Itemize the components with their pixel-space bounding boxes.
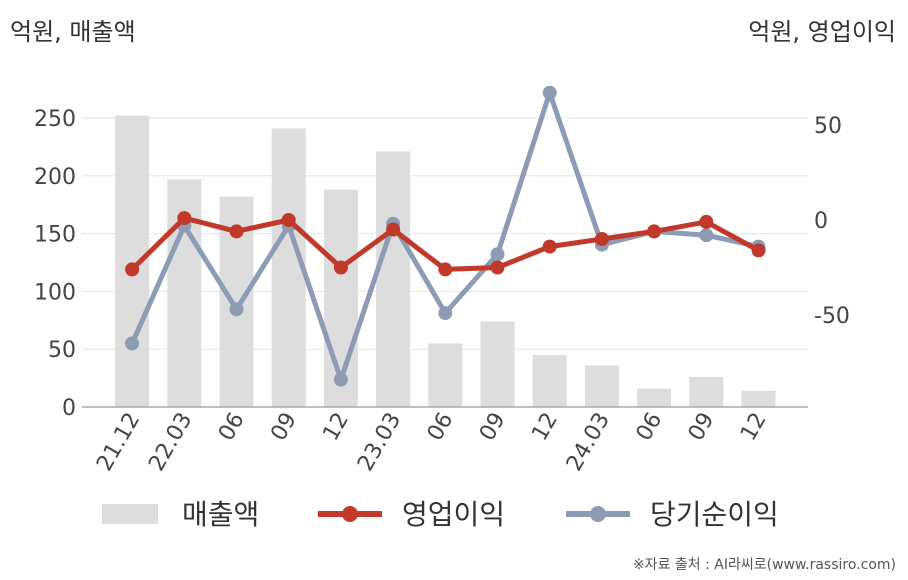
operating-profit-point [751,243,766,258]
x-tick-label: 09 [684,409,720,446]
net-income-point [699,228,714,243]
operating-profit-point [542,239,557,254]
legend-swatch-net-marker [590,506,606,522]
x-tick-label: 06 [423,409,459,446]
x-tick-label: 24.03 [562,409,615,476]
net-income-point [125,336,140,351]
x-tick-label: 21.12 [92,409,145,476]
right-tick-label: -50 [814,304,850,329]
revenue-bar [741,390,776,407]
operating-profit-point [438,262,453,277]
revenue-bar [532,354,567,407]
revenue-bar [323,189,358,407]
operating-profit-point [490,260,505,275]
revenue-bar [428,343,463,407]
net-income-point [438,306,453,321]
x-tick-label: 23.03 [353,409,406,476]
net-income-point [542,85,557,100]
legend-label-revenue: 매출액 [182,498,259,531]
left-tick-label: 150 [34,223,76,248]
revenue-bar [376,151,411,407]
right-axis-unit-label: 억원, 영업이익 [748,18,896,46]
legend-label-net: 당기순이익 [650,498,779,531]
x-tick-label: 06 [214,409,250,446]
x-tick-label: 12 [527,409,563,446]
revenue-bar [115,115,150,408]
x-tick-label: 06 [632,409,668,446]
legend-label-operating: 영업이익 [402,498,505,531]
x-tick-label: 12 [318,409,354,446]
revenue-bar [584,365,619,407]
right-tick-label: 0 [814,209,828,234]
legend-swatch-operating-marker [342,506,358,522]
right-axis-ticks: -50 0 50 [814,114,850,329]
operating-profit-point [281,213,296,227]
profit-lines [125,85,766,387]
revenue-bars [115,115,776,408]
operating-profit-point [647,224,662,239]
right-tick-label: 50 [814,114,842,139]
left-axis-unit-label: 억원, 매출액 [10,18,136,46]
left-tick-label: 0 [62,396,76,421]
operating-profit-point [594,232,609,246]
operating-profit-point [333,260,348,275]
revenue-bar [637,388,672,407]
left-tick-label: 50 [48,338,76,363]
operating-profit-point [177,211,192,226]
left-tick-label: 200 [34,165,76,190]
x-tick-label: 12 [736,409,772,446]
net-income-point [490,247,505,262]
x-tick-label: 09 [475,409,511,446]
source-note: ※자료 출처 : AI라씨로(www.rassiro.com) [632,557,896,573]
operating-profit-point [386,222,401,237]
revenue-bar [271,128,306,408]
x-axis-ticks: 21.12 22.03 06 09 12 23.03 06 09 12 24.03 06 09 12 [92,409,772,476]
revenue-bar [689,376,724,407]
operating-profit-point [125,262,140,277]
left-tick-label: 250 [34,107,76,132]
operating-profit-point [229,224,244,239]
legend: 매출액 영업이익 당기순이익 [102,498,779,531]
revenue-bar [480,321,515,407]
legend-swatch-revenue [102,504,158,524]
net-income-point [229,302,244,317]
left-tick-label: 100 [34,280,76,305]
net-income-point [333,372,348,387]
left-axis-ticks: 0 50 100 150 200 250 [34,107,76,421]
operating-profit-point [699,214,714,229]
x-tick-label: 22.03 [144,409,197,476]
x-tick-label: 09 [266,409,302,446]
